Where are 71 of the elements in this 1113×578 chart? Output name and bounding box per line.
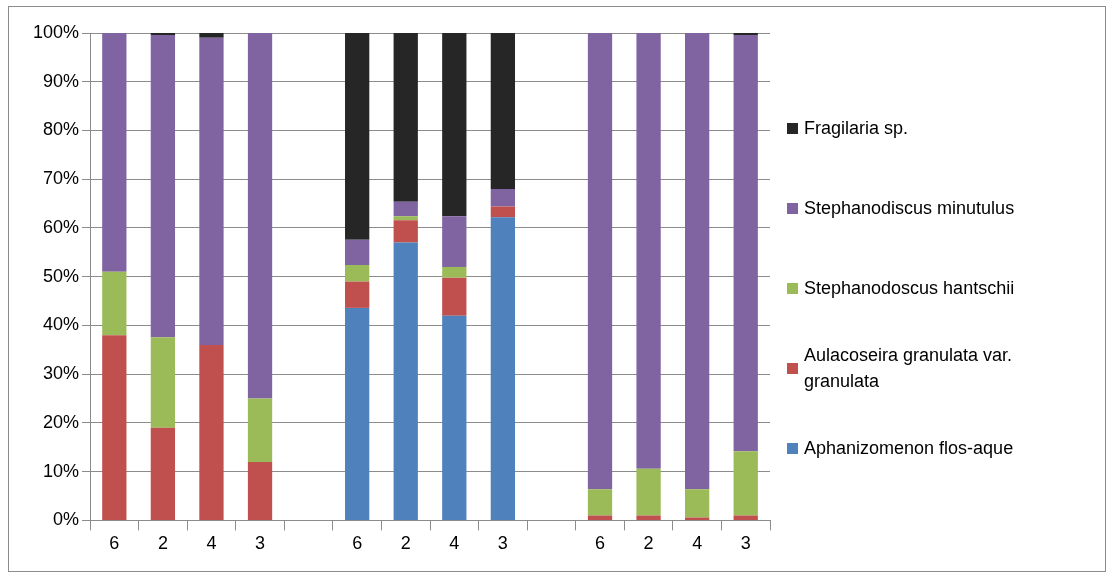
bar	[345, 265, 370, 282]
bar	[393, 33, 418, 202]
bar	[490, 188, 516, 207]
bar	[442, 277, 467, 316]
bar	[587, 33, 613, 490]
bar	[733, 451, 758, 516]
bar	[393, 220, 418, 243]
y-tick-label: 0%	[53, 509, 80, 530]
bar	[345, 239, 370, 265]
bar	[345, 281, 370, 308]
bar	[442, 315, 467, 520]
x-tick-label: 2	[157, 533, 168, 554]
legend-label: Stephanodiscus minutulus	[804, 197, 1016, 220]
bar	[636, 33, 661, 469]
bar	[393, 201, 418, 217]
bar	[102, 271, 127, 336]
y-tick-label: 100%	[32, 21, 80, 42]
legend-label: Aphanizomenon flos-aque	[804, 437, 1015, 460]
bar	[247, 33, 273, 399]
bar	[490, 206, 516, 218]
bar	[102, 335, 127, 520]
x-tick-label: 6	[109, 533, 120, 554]
bar	[150, 427, 176, 520]
y-tick-label: 60%	[43, 216, 80, 237]
y-tick-label: 50%	[43, 265, 80, 286]
x-tick-label: 2	[400, 533, 411, 554]
x-tick-label: 4	[449, 533, 460, 554]
x-tick-label: 2	[643, 533, 654, 554]
x-tick-label: 3	[255, 533, 266, 554]
bar	[150, 34, 176, 338]
y-tick-label: 30%	[43, 363, 80, 384]
x-tick-label: 6	[595, 533, 606, 554]
y-tick-label: 70%	[43, 168, 80, 189]
bar	[685, 517, 710, 520]
bar	[393, 216, 418, 221]
bar	[685, 489, 710, 518]
bar	[199, 33, 224, 38]
y-tick-label: 10%	[43, 460, 80, 481]
x-tick-label: 6	[352, 533, 363, 554]
legend-label: Stephanodoscus hantschii	[804, 277, 1016, 300]
bar	[102, 33, 127, 272]
bar	[685, 33, 710, 490]
bar	[393, 242, 418, 520]
x-tick-label: 3	[497, 533, 508, 554]
bar	[490, 33, 516, 189]
bar	[442, 33, 467, 217]
bar	[199, 344, 224, 520]
legend-label: Fragilaria sp.	[804, 117, 910, 140]
bar	[733, 34, 758, 452]
bar	[490, 217, 516, 520]
bar	[636, 468, 661, 516]
bar	[247, 461, 273, 520]
bar	[345, 33, 370, 240]
y-tick-label: 90%	[43, 70, 80, 91]
bar	[442, 216, 467, 267]
bar	[442, 266, 467, 278]
bar	[247, 398, 273, 462]
y-tick-label: 80%	[43, 119, 80, 140]
bar	[636, 515, 661, 520]
legend-label: Aulacoseira granulata var. granulata	[804, 344, 1014, 393]
y-tick-label: 40%	[43, 314, 80, 335]
x-tick-label: 4	[692, 533, 703, 554]
y-tick-label: 20%	[43, 411, 80, 432]
bar	[345, 307, 370, 520]
bar	[587, 515, 613, 520]
bar	[587, 489, 613, 516]
x-tick-label: 4	[206, 533, 217, 554]
x-tick-label: 3	[740, 533, 751, 554]
bar	[199, 37, 224, 345]
bar	[150, 337, 176, 428]
bar	[733, 515, 758, 520]
